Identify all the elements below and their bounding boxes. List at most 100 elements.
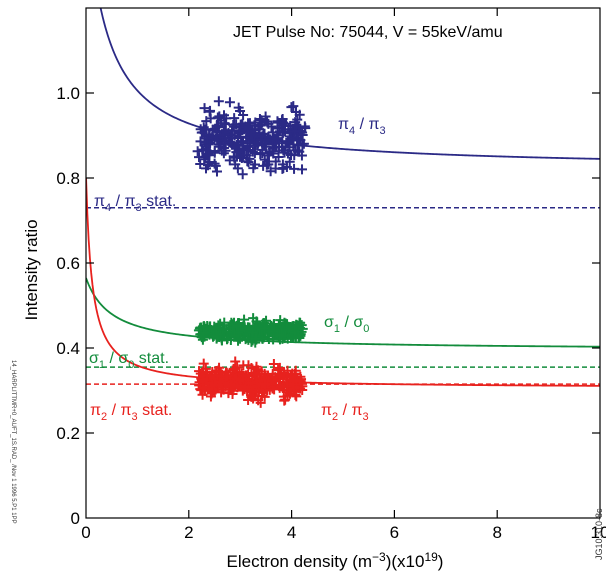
sigma-data-point xyxy=(251,316,262,327)
pi4-data-point xyxy=(272,116,283,127)
pi4-data-point xyxy=(202,133,213,144)
pi4-data-point xyxy=(284,142,295,153)
pi4-model-curve xyxy=(99,8,600,160)
pi4-data-point xyxy=(288,101,299,112)
pi2-data-point xyxy=(248,393,259,404)
pi2-data-point xyxy=(245,378,256,389)
pi4-data-point xyxy=(209,147,220,158)
pi4-data-point xyxy=(244,153,255,164)
x-tick-label: 2 xyxy=(184,523,193,542)
pi4-data-point xyxy=(282,148,293,159)
x-tick-label: 6 xyxy=(390,523,399,542)
pi2-data-point xyxy=(270,372,281,383)
pi4-data-point xyxy=(194,152,205,163)
pi4-data-point xyxy=(277,117,288,128)
sigma-data-point xyxy=(198,321,209,332)
sigma-stat-label: σ1 / σ0 stat. xyxy=(89,350,169,371)
pi2-data-point xyxy=(290,365,301,376)
pi4-data-point xyxy=(237,137,248,148)
pi4-data-point xyxy=(207,132,218,143)
pi4-data-point xyxy=(263,118,274,129)
pi4-data-point xyxy=(290,145,301,156)
pi2-data-point xyxy=(260,379,271,390)
sigma-data-point xyxy=(259,323,270,334)
sigma-data-point xyxy=(275,315,286,326)
y-tick-label: 1.0 xyxy=(56,84,80,103)
pi2-data-point xyxy=(209,380,220,391)
x-tick-label: 10 xyxy=(591,523,606,542)
pi4-data-point xyxy=(243,145,254,156)
figure-id: JG10.310-8c xyxy=(594,508,604,560)
pi2-data-point xyxy=(256,390,267,401)
pi4-data-point xyxy=(195,159,206,170)
pi2-data-point xyxy=(222,371,233,382)
pi2-data-point xyxy=(291,391,302,402)
x-axis-title: Electron density (m−3)(x1019) xyxy=(227,550,444,571)
pi4-data-point xyxy=(230,159,241,170)
pi2-data-point xyxy=(197,383,208,394)
pi4-data-point xyxy=(285,120,296,131)
pi4-data-point xyxy=(231,151,242,162)
sigma-data-point xyxy=(217,324,228,335)
pi4-data-point xyxy=(234,122,245,133)
pi2-data-point xyxy=(284,388,295,399)
pi4-data-point xyxy=(209,158,220,169)
sigma-data-point xyxy=(293,331,304,342)
pi2-data-point xyxy=(228,363,239,374)
pi4-data-point xyxy=(249,140,260,151)
pi4-data-point xyxy=(221,113,232,124)
plot-frame xyxy=(85,7,601,519)
sigma-data-point xyxy=(235,333,246,344)
side-note: 14_HARPLITTMR+0_AUFT_1S.RAD_ /Nov 1 1996… xyxy=(10,360,16,524)
pi4-data-point xyxy=(271,133,282,144)
pi4-data-point xyxy=(237,169,248,180)
pi4-data-point xyxy=(201,150,212,161)
pi4-data-point xyxy=(245,129,256,140)
pi4-data-point xyxy=(274,126,285,137)
pi4-data-point xyxy=(235,105,246,116)
pi4-data-point xyxy=(293,140,304,151)
pi2-data-point xyxy=(205,391,216,402)
pi2-data-point xyxy=(238,360,249,371)
sigma-data-point xyxy=(231,320,242,331)
plot-area xyxy=(86,8,600,408)
sigma-data-point xyxy=(295,317,306,328)
x-tick-label: 8 xyxy=(492,523,501,542)
pi4-data-point xyxy=(233,146,244,157)
sigma-data-point xyxy=(229,330,240,341)
sigma-data-point xyxy=(246,336,257,347)
pi4-data-point xyxy=(224,97,235,108)
pi4-data-point xyxy=(289,126,300,137)
y-tick-label: 0.2 xyxy=(56,424,80,443)
pi4-data-point xyxy=(267,143,278,154)
pi4-data-point xyxy=(218,142,229,153)
pi4-data-point xyxy=(284,156,295,167)
pi2-data-point xyxy=(197,366,208,377)
pi2-data-point xyxy=(269,384,280,395)
pi4-data-point xyxy=(291,119,302,130)
pi4-data-point xyxy=(273,151,284,162)
pi4-data-point xyxy=(229,141,240,152)
pi4-data-point xyxy=(229,130,240,141)
y-tick-label: 0.4 xyxy=(56,339,80,358)
pi2-data-point xyxy=(255,397,266,408)
pi4-data-point xyxy=(265,166,276,177)
pi2-data-point xyxy=(294,375,305,386)
chart-title: JET Pulse No: 75044, V = 55keV/amu xyxy=(233,24,503,41)
pi2-data-point xyxy=(223,387,234,398)
pi4-data-point xyxy=(295,135,306,146)
sigma-data-point xyxy=(215,329,226,340)
x-tick-label: 0 xyxy=(81,523,90,542)
pi4-data-point xyxy=(201,124,212,135)
pi2-data-point xyxy=(280,394,291,405)
pi2-data-point xyxy=(248,368,259,379)
pi2-data-point xyxy=(235,374,246,385)
pi4-data-point xyxy=(296,150,307,161)
y-tick-label: 0.8 xyxy=(56,169,80,188)
pi4-data-point xyxy=(215,115,226,126)
pi2-model-curve xyxy=(86,177,600,387)
pi2-stat-label: π2 / π3 stat. xyxy=(90,402,172,423)
sigma-data-point xyxy=(274,329,285,340)
pi4-data-point xyxy=(213,120,224,131)
